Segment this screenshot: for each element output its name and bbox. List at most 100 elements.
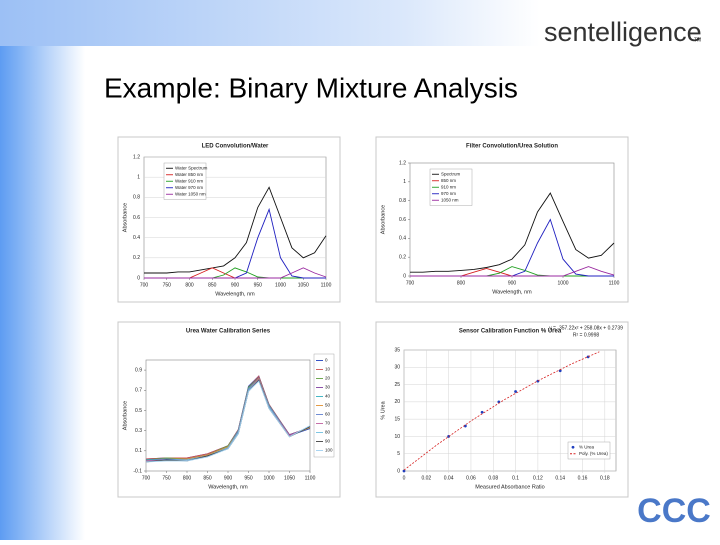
x-tick-label: 700 xyxy=(406,280,415,286)
y-tick-label: 0.4 xyxy=(399,236,406,242)
y-tick-label: 0.4 xyxy=(133,235,140,241)
series-line xyxy=(145,380,311,463)
x-tick-label: 900 xyxy=(231,282,240,288)
x-tick-label: 1100 xyxy=(609,280,620,286)
chart-title: LED Convolution/Water xyxy=(202,144,269,150)
legend-label: 20 xyxy=(325,376,331,381)
data-point xyxy=(480,410,484,414)
slide-title: Example: Binary Mixture Analysis xyxy=(104,72,518,103)
x-tick-label: 0.08 xyxy=(488,475,498,481)
legend-label: Water 1050 nm xyxy=(175,191,206,196)
y-tick-label: 0.2 xyxy=(133,255,140,261)
x-tick-label: 0 xyxy=(403,475,406,481)
y-tick-label: 0.6 xyxy=(399,217,406,223)
legend-label: Spectrum xyxy=(441,171,461,176)
charts: LED Convolution/Water 0 0.2 0.4 0.6 0.8 1 1.2 70… xyxy=(117,136,629,498)
legend-label: 910 nm xyxy=(441,184,456,189)
y-axis-label: Absorbance xyxy=(122,203,128,232)
x-tick-label: 750 xyxy=(162,475,171,481)
x-axis-label: Wavelength, nm xyxy=(208,484,248,490)
x-tick-label: 0.18 xyxy=(600,475,610,481)
y-tick-label: 1.2 xyxy=(133,154,140,160)
series-line xyxy=(410,192,615,273)
annotation: R² = 0.9998 xyxy=(573,332,599,338)
legend-label: 90 xyxy=(325,439,331,444)
x-tick-label: 0.06 xyxy=(466,475,476,481)
y-tick-label: 15 xyxy=(394,416,400,422)
x-tick-label: 1100 xyxy=(305,475,316,481)
series-line xyxy=(410,266,615,277)
y-tick-label: 0.3 xyxy=(135,428,142,434)
y-tick-label: 30 xyxy=(394,365,400,371)
x-tick-label: 800 xyxy=(457,280,466,286)
x-tick-label: 900 xyxy=(224,475,233,481)
x-tick-label: 700 xyxy=(142,475,151,481)
x-tick-label: 1100 xyxy=(321,282,332,288)
legend-label: Poly. (% Urea) xyxy=(579,451,608,456)
x-tick-label: 800 xyxy=(183,475,192,481)
chart-title: Urea Water Calibration Series xyxy=(186,329,271,335)
x-tick-label: 950 xyxy=(244,475,253,481)
left-band xyxy=(0,0,85,540)
y-tick-label: 0.6 xyxy=(133,215,140,221)
chart-title: Filter Convolution/Urea Solution xyxy=(466,144,558,150)
x-tick-label: 0.04 xyxy=(444,475,454,481)
y-tick-label: 1 xyxy=(137,174,140,180)
y-tick-label: 0 xyxy=(397,468,400,474)
y-axis-label: Absorbance xyxy=(122,401,128,430)
x-tick-label: 0.02 xyxy=(421,475,431,481)
x-tick-label: 0.16 xyxy=(578,475,588,481)
plot-area xyxy=(145,359,311,472)
logo: CCC xyxy=(637,492,711,530)
x-tick-label: 0.1 xyxy=(512,475,519,481)
x-tick-label: 0.12 xyxy=(533,475,543,481)
legend-label: Water 970 nm xyxy=(175,185,203,190)
legend-swatch xyxy=(571,445,575,449)
x-tick-label: 900 xyxy=(508,280,517,286)
x-tick-label: 850 xyxy=(208,282,217,288)
x-tick-label: 750 xyxy=(163,282,172,288)
data-point xyxy=(402,469,406,473)
y-tick-label: -0.1 xyxy=(133,468,142,474)
legend-label: 70 xyxy=(325,421,331,426)
top-band xyxy=(0,0,540,46)
legend-label: 60 xyxy=(325,412,331,417)
y-tick-label: 5 xyxy=(397,451,400,457)
legend-label: 0 xyxy=(325,358,328,363)
y-tick-label: 0 xyxy=(137,275,140,281)
series-line xyxy=(403,351,600,471)
y-tick-label: 0.9 xyxy=(135,367,142,373)
x-tick-label: 1000 xyxy=(263,475,274,481)
y-tick-label: 1 xyxy=(403,179,406,185)
legend-label: 850 nm xyxy=(441,178,456,183)
x-tick-label: 1050 xyxy=(284,475,295,481)
legend-box xyxy=(567,441,611,460)
brand-mark: TM xyxy=(694,37,701,43)
x-axis-label: Wavelength, nm xyxy=(215,291,255,297)
legend-label: 970 nm xyxy=(441,191,456,196)
legend-label: 50 xyxy=(325,403,331,408)
y-tick-label: 0.5 xyxy=(135,408,142,414)
y-tick-label: 0.1 xyxy=(135,448,142,454)
x-tick-label: 0.14 xyxy=(555,475,565,481)
legend-label: Water 850 nm xyxy=(175,172,203,177)
legend-box xyxy=(313,353,335,458)
legend-label: 1050 nm xyxy=(441,197,459,202)
x-tick-label: 1000 xyxy=(557,280,568,286)
legend-label: % Urea xyxy=(579,444,595,449)
y-axis-label: % Urea xyxy=(380,400,386,419)
x-axis-label: Wavelength, nm xyxy=(492,289,532,295)
y-tick-label: 10 xyxy=(394,434,400,440)
x-tick-label: 1050 xyxy=(298,282,309,288)
x-tick-label: 1000 xyxy=(275,282,286,288)
legend-label: Water Spectrum xyxy=(175,165,208,170)
y-tick-label: 0.7 xyxy=(135,388,142,394)
data-point xyxy=(514,390,517,393)
legend-label: 100 xyxy=(325,448,333,453)
x-tick-label: 800 xyxy=(185,282,194,288)
y-tick-label: 0.8 xyxy=(399,198,406,204)
series-line xyxy=(144,267,327,279)
y-tick-label: 1.2 xyxy=(399,160,406,166)
